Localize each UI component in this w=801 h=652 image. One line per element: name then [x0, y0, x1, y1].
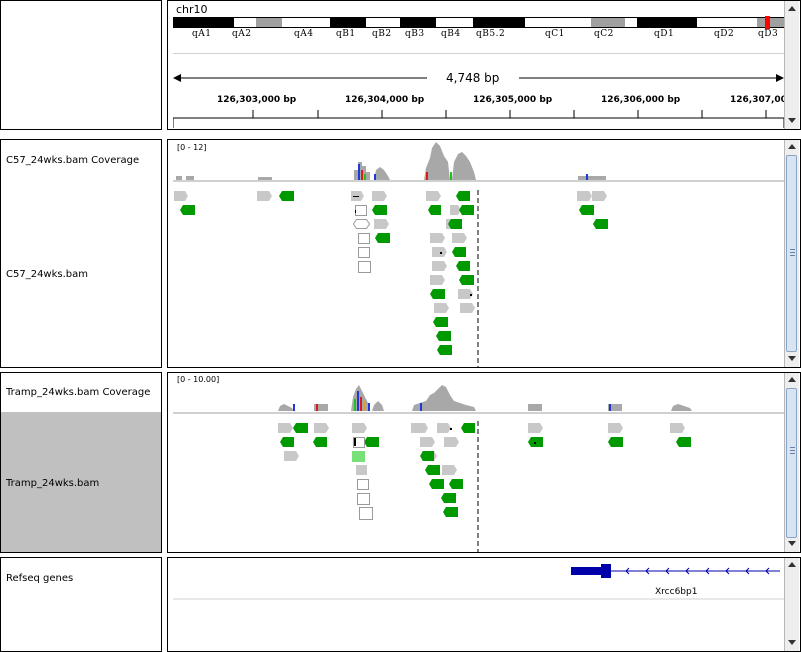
c57-data-panel: [0 - 12] — [167, 139, 801, 368]
cytoband-label: qA4 — [294, 29, 314, 39]
c57-coverage-range: [0 - 12] — [177, 143, 207, 152]
highlighted-read — [352, 451, 365, 462]
thumb-grip — [790, 252, 795, 253]
coverage-mismatch-marks — [358, 164, 588, 180]
cytoband-gray — [757, 18, 784, 27]
cytoband-ideogram[interactable] — [173, 16, 785, 29]
header-divider — [173, 53, 784, 54]
thumb-grip — [790, 447, 795, 448]
scroll-up-arrow-icon[interactable] — [788, 6, 796, 11]
ruler-tick-label: 126,305,000 bp — [473, 95, 553, 105]
tramp-scrollbar[interactable] — [784, 373, 799, 552]
coverage-bars — [176, 142, 606, 180]
cytoband-label: qA1 — [192, 29, 212, 39]
c57-name-panel: C57_24wks.bam Coverage C57_24wks.bam — [0, 139, 162, 368]
thumb-grip — [790, 255, 795, 256]
scroll-down-arrow-icon[interactable] — [788, 118, 796, 123]
cytoband-label: qB3 — [405, 29, 425, 39]
cytoband-label: qB1 — [336, 29, 356, 39]
track-name-c57-alignment[interactable]: C57_24wks.bam — [6, 269, 89, 280]
cytoband-dark — [174, 18, 234, 27]
mismatch-ticks — [353, 196, 472, 296]
cytoband-label: qD2 — [714, 29, 735, 39]
outlined-reads — [352, 205, 371, 273]
thumb-grip — [790, 249, 795, 250]
mismatch-ticks — [354, 428, 536, 446]
chromosome-name: chr10 — [176, 3, 208, 16]
header-scrollbar[interactable] — [784, 1, 799, 129]
scroll-thumb[interactable] — [786, 155, 797, 352]
cytoband-label: qB4 — [441, 29, 461, 39]
tramp-name-panel: Tramp_24wks.bam Coverage Tramp_24wks.bam — [0, 372, 162, 553]
ruler-tick-label: 126,307,00 — [730, 95, 787, 105]
cytoband-label: qA2 — [232, 29, 252, 39]
scroll-down-arrow-icon[interactable] — [788, 640, 796, 645]
thumb-grip — [790, 450, 795, 451]
tramp-data-panel: [0 - 10.00] — [167, 372, 801, 553]
forward-reads — [174, 191, 607, 313]
track-name-refseq[interactable]: Refseq genes — [6, 573, 74, 584]
tramp-tracks-canvas[interactable] — [168, 373, 784, 552]
thumb-grip — [790, 453, 795, 454]
span-label: 4,748 bp — [446, 71, 500, 85]
cytoband-label: qC2 — [594, 29, 614, 39]
cytoband-label: qB2 — [372, 29, 392, 39]
outlined-reads — [353, 437, 373, 520]
cytoband-dark — [330, 18, 366, 27]
scroll-down-arrow-icon[interactable] — [788, 356, 796, 361]
cytoband-label: qC1 — [545, 29, 565, 39]
track-name-tramp-coverage[interactable]: Tramp_24wks.bam Coverage — [6, 387, 151, 398]
cytoband-label: qD3 — [758, 29, 779, 39]
coverage-bars — [278, 385, 692, 411]
reverse-reads — [180, 191, 608, 355]
c57-scrollbar[interactable] — [784, 140, 799, 367]
cytoband-label: qB5.2 — [476, 29, 506, 39]
cytoband-label: qD1 — [654, 29, 675, 39]
current-region-marker — [765, 16, 770, 29]
cytoband-dark — [400, 18, 436, 27]
coverage-mismatch-marks — [293, 391, 611, 411]
cytoband-dark — [637, 18, 697, 27]
scroll-thumb[interactable] — [786, 388, 797, 538]
ruler[interactable] — [173, 107, 785, 129]
header-data-panel: chr10 qA1 qA2 qA4 qB1 qB2 qB3 qB4 qB5.2 … — [167, 0, 801, 130]
ruler-tick-label: 126,304,000 bp — [345, 95, 425, 105]
tramp-coverage-range: [0 - 10.00] — [177, 375, 220, 384]
refseq-data-panel: Xrcc6bp1 — [167, 557, 801, 652]
tramp-alignment-selected-bg — [1, 412, 161, 552]
track-name-tramp-alignment[interactable]: Tramp_24wks.bam — [6, 478, 100, 489]
scroll-up-arrow-icon[interactable] — [788, 144, 796, 149]
track-name-c57-coverage[interactable]: C57_24wks.bam Coverage — [6, 155, 140, 166]
cytoband-gray — [256, 18, 282, 27]
ruler-tick-label: 126,306,000 bp — [601, 95, 681, 105]
c57-tracks-canvas[interactable] — [168, 140, 784, 367]
ruler-tick-label: 126,303,000 bp — [217, 95, 297, 105]
gene-xrcc6bp1 — [571, 564, 780, 578]
scroll-down-arrow-icon[interactable] — [788, 541, 796, 546]
gene-label[interactable]: Xrcc6bp1 — [655, 587, 698, 597]
refseq-scrollbar[interactable] — [784, 558, 799, 651]
refseq-name-panel: Refseq genes — [0, 557, 162, 652]
reverse-reads — [280, 423, 691, 517]
cytoband-dark — [473, 18, 525, 27]
scroll-up-arrow-icon[interactable] — [788, 377, 796, 382]
span-indicator — [173, 74, 784, 82]
cytoband-gray — [591, 18, 625, 27]
header-name-panel — [0, 0, 162, 130]
forward-reads — [278, 423, 685, 475]
refseq-canvas[interactable] — [168, 558, 784, 651]
scroll-up-arrow-icon[interactable] — [788, 562, 796, 567]
